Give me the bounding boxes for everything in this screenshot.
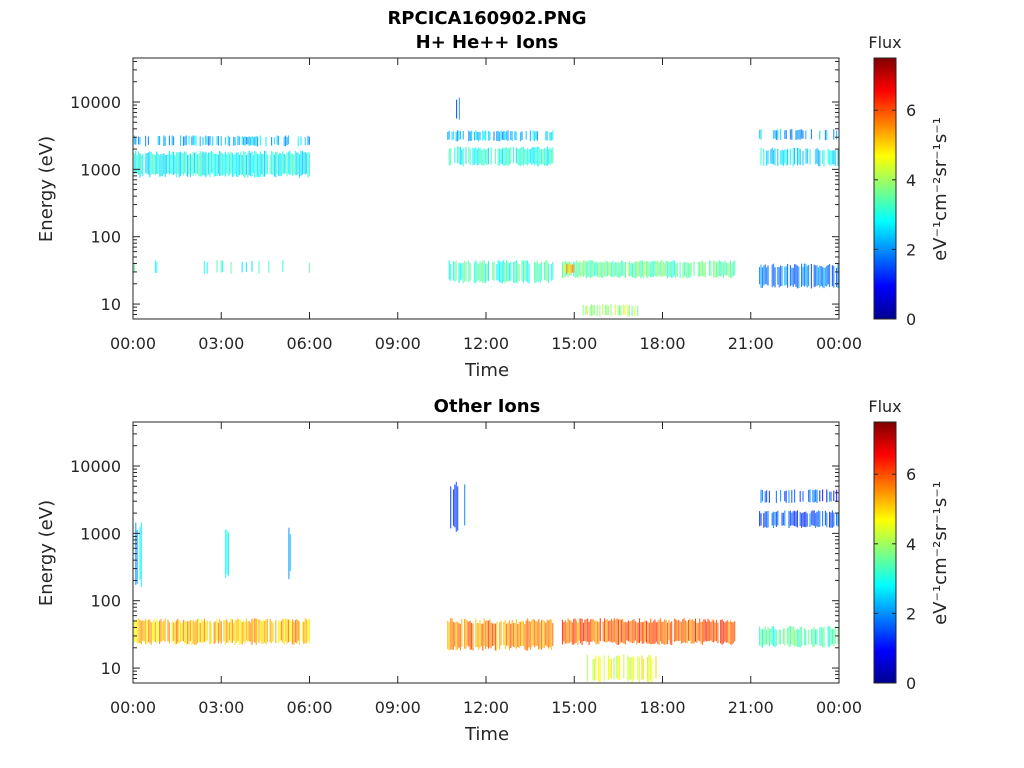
- colorbar-gradient: [873, 57, 897, 320]
- colorbar-tick-label: 0: [906, 310, 916, 329]
- colorbar: Flux 0 2 4 6 eV⁻¹cm⁻²sr⁻¹s⁻¹: [868, 33, 951, 329]
- x-tick-label: 18:00: [639, 698, 685, 717]
- colorbar-tick-label: 4: [906, 535, 916, 554]
- x-axis-ticks: 00:00 03:00 06:00 09:00 12:00 15:00 18:00 21:00…: [110, 58, 862, 353]
- x-axis-label: Time: [464, 360, 509, 381]
- y-axis-label: Energy (eV): [36, 136, 57, 242]
- spectrogram-data: [133, 481, 839, 683]
- x-tick-label: 03:00: [198, 334, 244, 353]
- colorbar-tick-label: 4: [906, 171, 916, 190]
- y-tick-label: 10: [101, 295, 121, 314]
- colorbar-tick-label: 2: [906, 240, 916, 259]
- colorbar-tick-label: 2: [906, 604, 916, 623]
- x-tick-label: 15:00: [551, 334, 597, 353]
- x-tick-label: 00:00: [816, 698, 862, 717]
- x-tick-label: 06:00: [286, 334, 332, 353]
- x-tick-label: 15:00: [551, 698, 597, 717]
- colorbar-gradient: [873, 421, 897, 684]
- y-axis-label: Energy (eV): [36, 500, 57, 606]
- colorbar-tick-label: 0: [906, 674, 916, 693]
- y-axis-ticks: 10 100 1000 10000: [70, 60, 839, 320]
- x-tick-label: 21:00: [728, 698, 774, 717]
- spectrogram-data: [133, 97, 839, 317]
- colorbar-units: eV⁻¹cm⁻²sr⁻¹s⁻¹: [930, 117, 951, 261]
- y-tick-label: 1000: [80, 524, 121, 543]
- x-axis-label: Time: [464, 724, 509, 745]
- x-tick-label: 21:00: [728, 334, 774, 353]
- y-tick-label: 100: [90, 592, 121, 611]
- panel-title: H+ He++ Ions: [416, 32, 559, 53]
- colorbar-tick-label: 6: [906, 101, 916, 120]
- y-tick-label: 100: [90, 228, 121, 247]
- x-tick-label: 06:00: [286, 698, 332, 717]
- x-tick-label: 03:00: [198, 698, 244, 717]
- x-tick-label: 12:00: [463, 334, 509, 353]
- panel-title: Other Ions: [434, 396, 541, 417]
- x-tick-label: 00:00: [110, 698, 156, 717]
- colorbar-ticks: 0 2 4 6: [874, 465, 916, 693]
- colorbar: Flux 0 2 4 6 eV⁻¹cm⁻²sr⁻¹s⁻¹: [868, 397, 951, 693]
- y-axis-ticks: 10 100 1000 10000: [70, 424, 839, 684]
- y-tick-label: 10000: [70, 93, 121, 112]
- x-tick-label: 09:00: [375, 698, 421, 717]
- x-tick-label: 09:00: [375, 334, 421, 353]
- colorbar-tick-label: 6: [906, 465, 916, 484]
- x-tick-label: 12:00: [463, 698, 509, 717]
- x-axis-ticks: 00:00 03:00 06:00 09:00 12:00 15:00 18:00 21:00…: [110, 422, 862, 717]
- x-tick-label: 00:00: [110, 334, 156, 353]
- x-tick-label: 00:00: [816, 334, 862, 353]
- y-tick-label: 10: [101, 659, 121, 678]
- colorbar-title: Flux: [868, 397, 901, 416]
- y-tick-label: 10000: [70, 457, 121, 476]
- colorbar-ticks: 0 2 4 6: [874, 101, 916, 329]
- colorbar-title: Flux: [868, 33, 901, 52]
- y-tick-label: 1000: [80, 160, 121, 179]
- x-tick-label: 18:00: [639, 334, 685, 353]
- panel-other-ions: Other Ions 10 100 1000 10000 00:00 03:00 06:0…: [36, 396, 951, 745]
- figure-title: RPCICA160902.PNG: [387, 8, 586, 29]
- colorbar-units: eV⁻¹cm⁻²sr⁻¹s⁻¹: [930, 481, 951, 625]
